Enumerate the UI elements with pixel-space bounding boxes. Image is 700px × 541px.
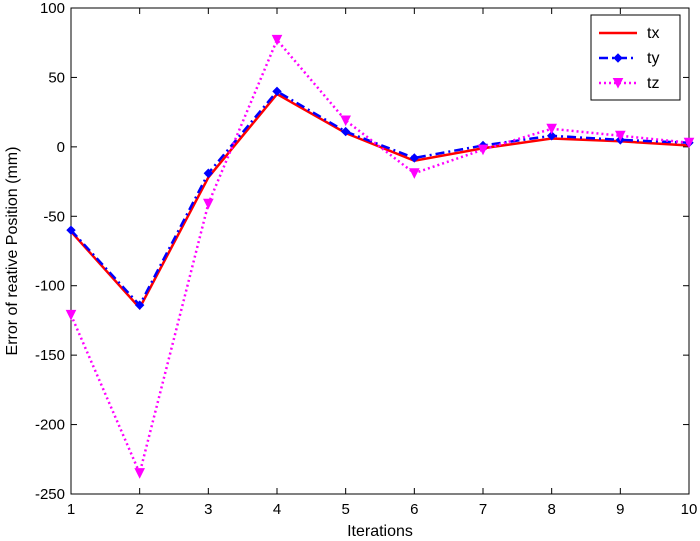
data-point-tz xyxy=(340,115,351,127)
data-point-tz xyxy=(546,123,557,135)
series-line-tz xyxy=(69,37,690,478)
data-point-tz xyxy=(203,198,214,210)
series-tz xyxy=(65,34,695,479)
data-point-ty xyxy=(272,86,282,97)
x-tick-label: 3 xyxy=(204,501,212,518)
axis-ticks: 1 2 3 4 5 6 7 8 9 10 100 50 0 -50 -100 -150 -200 -250 xyxy=(35,0,697,518)
data-point-ty xyxy=(546,131,557,141)
legend-label-tx: tx xyxy=(647,25,659,42)
series-group xyxy=(65,34,695,479)
y-tick-label: -250 xyxy=(35,486,65,503)
data-point-tz xyxy=(615,130,626,142)
data-point-ty xyxy=(340,126,351,137)
y-tick-label: -100 xyxy=(35,278,65,295)
y-axis-label: Error of reative Position (mm) xyxy=(4,147,21,356)
plot-area xyxy=(70,7,690,495)
data-point-tz xyxy=(409,168,420,179)
data-point-ty xyxy=(203,168,214,178)
y-tick-label: -150 xyxy=(35,347,65,364)
data-point-ty xyxy=(66,225,76,235)
x-axis-label: Iterations xyxy=(347,523,413,540)
y-tick-label: 50 xyxy=(48,69,65,86)
data-point-tz xyxy=(683,137,695,149)
y-tick-label: 0 xyxy=(57,139,65,156)
series-line-ty xyxy=(70,89,690,308)
y-tick-label: 100 xyxy=(40,0,65,17)
series-line-tx xyxy=(70,92,690,311)
legend-label-tz: tz xyxy=(647,75,659,92)
x-tick-label: 1 xyxy=(67,501,75,518)
data-point-tz xyxy=(65,309,77,321)
data-point-ty xyxy=(409,153,420,163)
x-tick-label: 5 xyxy=(341,501,349,518)
x-tick-label: 9 xyxy=(616,501,624,518)
y-tick-label: -50 xyxy=(43,208,65,225)
legend-marker-tz xyxy=(612,78,624,89)
data-point-tz xyxy=(477,144,489,156)
legend: tx ty tz xyxy=(590,14,681,101)
legend-marker-ty xyxy=(613,53,623,63)
x-tick-label: 2 xyxy=(135,501,143,518)
legend-label-ty: ty xyxy=(647,50,659,67)
series-tx xyxy=(70,92,690,311)
y-tick-label: -200 xyxy=(35,417,65,434)
x-tick-label: 6 xyxy=(410,501,418,518)
x-tick-label: 7 xyxy=(479,501,487,518)
data-point-tz xyxy=(271,34,283,46)
x-tick-label: 10 xyxy=(681,501,698,518)
x-tick-label: 8 xyxy=(547,501,555,518)
data-point-ty xyxy=(134,300,145,310)
x-tick-label: 4 xyxy=(273,501,281,518)
data-point-tz xyxy=(134,468,145,479)
